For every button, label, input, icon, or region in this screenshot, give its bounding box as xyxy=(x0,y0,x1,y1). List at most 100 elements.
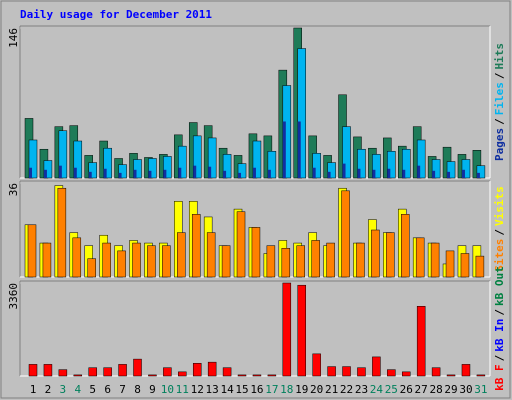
bar xyxy=(222,154,232,179)
bar xyxy=(431,159,441,179)
x-tick-label: 23 xyxy=(355,383,368,396)
x-tick-label: 18 xyxy=(280,383,293,396)
bar xyxy=(117,250,126,278)
bar xyxy=(416,139,426,179)
y-max-label: 146 xyxy=(7,28,20,48)
y-max-label: 3360 xyxy=(7,283,20,310)
bar xyxy=(357,367,366,377)
bar xyxy=(238,172,242,178)
bar xyxy=(163,169,167,178)
bar xyxy=(415,237,425,278)
bar xyxy=(222,367,232,377)
bar xyxy=(312,167,316,178)
x-tick-label: 9 xyxy=(149,383,156,396)
bar xyxy=(42,242,52,278)
bar xyxy=(372,154,381,179)
bar xyxy=(207,137,217,179)
x-tick-label: 6 xyxy=(104,383,111,396)
bar xyxy=(148,374,157,377)
legend-entry: kB F xyxy=(493,364,506,391)
bar xyxy=(132,242,141,278)
x-tick-label: 16 xyxy=(250,383,263,396)
bar xyxy=(102,242,111,278)
x-tick-label: 25 xyxy=(385,383,398,396)
bar xyxy=(266,245,276,278)
bar xyxy=(58,165,62,178)
x-tick-label: 11 xyxy=(176,383,189,396)
legend-entry: Pages xyxy=(493,128,506,161)
bar xyxy=(162,245,171,278)
bar xyxy=(432,170,436,178)
bar xyxy=(58,369,68,377)
legend: Sites / Visits xyxy=(493,186,506,272)
bar xyxy=(326,242,335,278)
legend-entry: Files xyxy=(493,82,506,115)
bar xyxy=(476,172,480,178)
bar xyxy=(178,371,187,377)
bar xyxy=(57,187,67,278)
bar xyxy=(476,374,486,377)
bar xyxy=(43,160,53,179)
x-tick-label: 15 xyxy=(235,383,248,396)
bar xyxy=(475,255,485,278)
bar xyxy=(103,367,112,377)
bar xyxy=(206,232,216,278)
bar xyxy=(357,148,366,179)
bar xyxy=(372,169,376,178)
bar xyxy=(402,148,411,179)
x-tick-label: 14 xyxy=(220,383,234,396)
bar xyxy=(148,158,157,179)
bar xyxy=(296,245,305,278)
x-tick-label: 7 xyxy=(119,383,126,396)
bar xyxy=(371,229,380,278)
bar xyxy=(193,165,197,178)
legend-separator: / xyxy=(493,229,506,236)
bar xyxy=(73,140,83,179)
bar xyxy=(236,211,246,278)
bar xyxy=(402,169,406,178)
bar xyxy=(163,367,172,377)
bar xyxy=(416,306,426,377)
bar xyxy=(297,121,301,178)
bar xyxy=(252,167,256,178)
bar xyxy=(386,232,395,278)
bar xyxy=(252,140,262,179)
bar xyxy=(28,139,38,179)
bar xyxy=(461,169,465,178)
bar xyxy=(88,367,97,377)
bar xyxy=(356,242,365,278)
bar xyxy=(446,161,456,179)
bar xyxy=(27,224,37,278)
x-tick-label: 3 xyxy=(60,383,67,396)
bar xyxy=(252,374,262,377)
x-tick-label: 2 xyxy=(45,383,52,396)
bar xyxy=(208,166,212,178)
bar xyxy=(297,48,306,179)
legend-separator: / xyxy=(493,309,506,316)
bar xyxy=(445,250,455,278)
bar xyxy=(118,364,127,377)
legend-entry: Hits xyxy=(493,43,506,70)
bar xyxy=(221,245,231,278)
bar xyxy=(133,159,142,179)
bar xyxy=(461,364,471,377)
legend: Pages / Files / Hits xyxy=(493,43,506,161)
bar xyxy=(191,214,201,278)
bar xyxy=(237,374,247,377)
legend: kB F / kB In / kB Out xyxy=(493,266,506,391)
legend-entry: Visits xyxy=(493,186,506,226)
x-tick-label: 8 xyxy=(134,383,141,396)
bar xyxy=(460,253,470,278)
bar xyxy=(73,374,83,377)
bar xyxy=(43,169,47,178)
bar xyxy=(192,135,202,179)
bar xyxy=(430,242,440,278)
x-tick-label: 29 xyxy=(444,383,457,396)
legend-separator: / xyxy=(493,118,506,125)
x-tick-label: 5 xyxy=(89,383,96,396)
bar xyxy=(251,227,261,278)
bar xyxy=(163,156,172,179)
bar xyxy=(133,358,142,377)
legend-entry: kB Out xyxy=(493,266,506,306)
